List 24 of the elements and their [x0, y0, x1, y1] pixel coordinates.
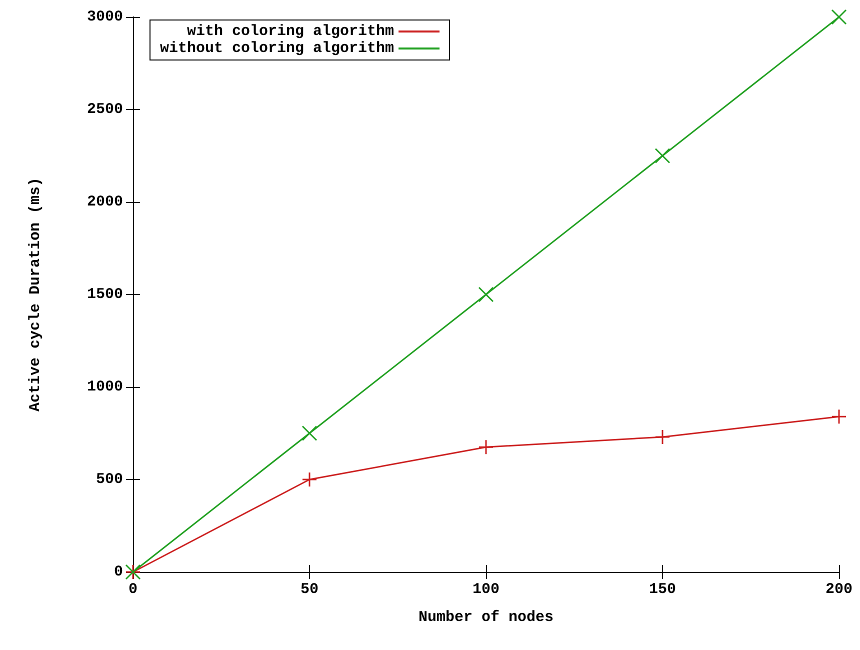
- point: [478, 439, 494, 455]
- point: [831, 9, 847, 25]
- y-tick-label: 1000: [86, 378, 123, 396]
- point: [654, 429, 670, 445]
- x-tick-label: 50: [300, 581, 319, 598]
- y-axis-title: Active cycle Duration (ms): [27, 177, 44, 412]
- y-tick-label: 2500: [86, 101, 123, 118]
- point: [831, 408, 847, 424]
- x-tick-label: 200: [825, 581, 853, 598]
- y-tick-label: 0: [114, 564, 123, 580]
- y-tick-label: 1500: [86, 286, 123, 303]
- point: [302, 472, 318, 488]
- point: [654, 148, 670, 164]
- legend-label: with coloring algorithm: [186, 23, 394, 40]
- x-tick-label: 150: [648, 581, 676, 598]
- y-tick-label: 3000: [86, 8, 123, 26]
- point: [478, 286, 494, 302]
- x-tick-label: 0: [128, 581, 138, 598]
- point: [302, 426, 318, 441]
- y-tick-label: 500: [96, 471, 123, 488]
- y-tick-label: 2000: [86, 194, 123, 210]
- legend-label: without coloring algorithm: [160, 40, 394, 57]
- x-axis-title: Number of nodes: [418, 609, 554, 626]
- x-tick-label: 100: [472, 581, 500, 598]
